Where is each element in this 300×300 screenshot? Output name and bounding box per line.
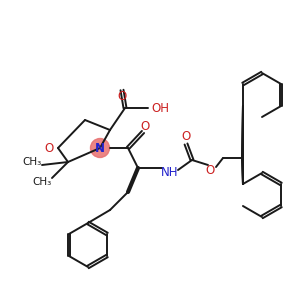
Text: O: O	[44, 142, 54, 154]
Text: O: O	[117, 91, 127, 103]
Text: CH₃: CH₃	[32, 177, 52, 187]
Text: O: O	[140, 119, 150, 133]
Text: OH: OH	[151, 101, 169, 115]
Text: O: O	[206, 164, 214, 178]
Text: O: O	[182, 130, 190, 143]
Text: N: N	[95, 142, 105, 154]
Text: CH₃: CH₃	[22, 157, 42, 167]
Circle shape	[91, 139, 110, 158]
Text: NH: NH	[161, 166, 179, 178]
